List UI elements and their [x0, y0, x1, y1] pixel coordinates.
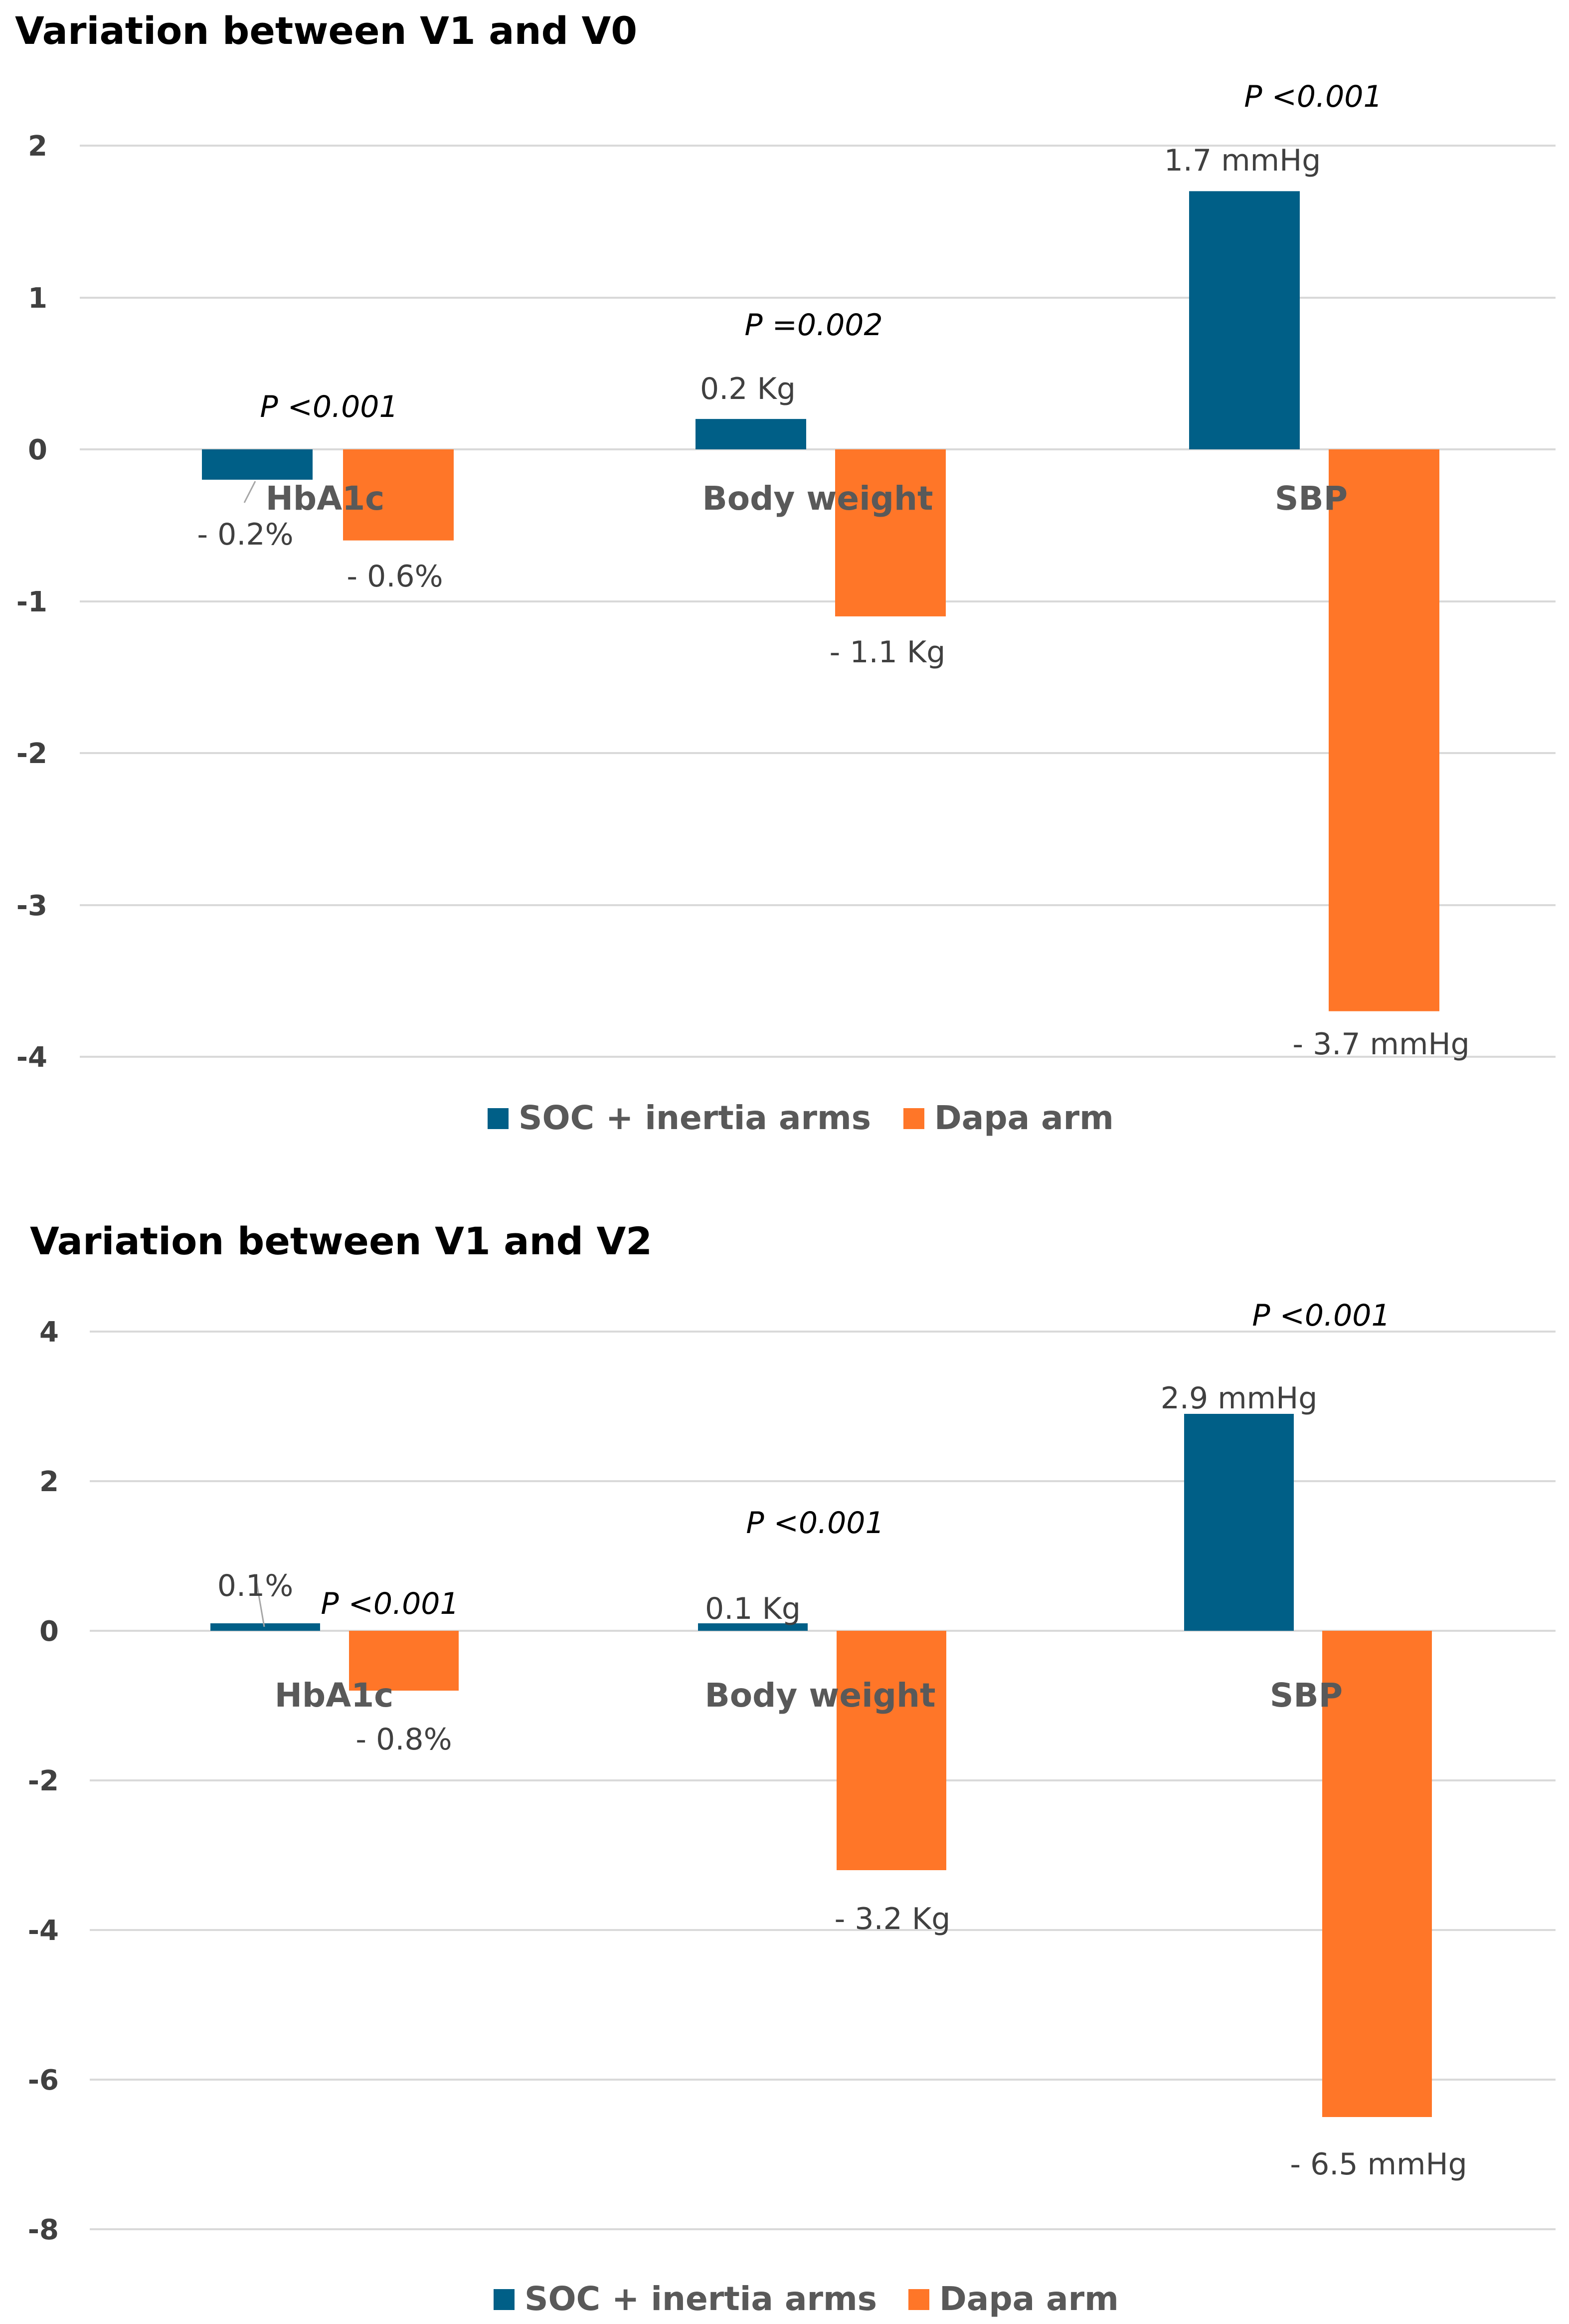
y-axis: 2 1 0 -1 -2 -3 -4 — [16, 130, 47, 1074]
p-value-annotations: P <0.001 P =0.002 P <0.001 — [260, 79, 1382, 424]
legend: SOC + inertia arms Dapa arm — [488, 1099, 1114, 1137]
legend-swatch-dapa — [903, 1108, 924, 1129]
bar-dapa-body-weight — [835, 449, 946, 616]
y-tick-label: 0 — [39, 1615, 59, 1648]
y-tick-label: 4 — [39, 1316, 59, 1349]
y-tick-label: 2 — [39, 1466, 59, 1498]
data-label: - 3.2 Kg — [835, 1902, 951, 1937]
data-label: - 1.1 Kg — [830, 635, 946, 670]
y-axis: 4 2 0 -2 -4 -6 -8 — [28, 1316, 59, 2246]
legend-label-dapa: Dapa arm — [934, 1099, 1114, 1137]
category-label: SBP — [1275, 479, 1348, 518]
data-labels: - 0.2% - 0.6% 0.2 Kg - 1.1 Kg 1.7 mmHg -… — [197, 143, 1469, 1062]
y-tick-label: -1 — [16, 586, 47, 618]
data-label: 0.2 Kg — [700, 372, 796, 406]
data-label: - 0.6% — [347, 559, 443, 594]
bar-soc-sbp — [1189, 191, 1300, 450]
data-label: 1.7 mmHg — [1164, 143, 1321, 178]
bar-soc-hba1c — [210, 1623, 320, 1631]
bar-soc-body-weight — [696, 419, 806, 449]
y-tick-label: -2 — [16, 738, 47, 770]
data-label: 2.9 mmHg — [1161, 1381, 1318, 1416]
data-label: - 3.7 mmHg — [1292, 1027, 1469, 1062]
gridlines — [90, 1331, 1556, 2230]
leader-line — [254, 1574, 265, 1627]
bar-dapa-sbp — [1329, 449, 1439, 1011]
p-value-annotations: P <0.001 P <0.001 P <0.001 — [321, 1298, 1390, 1621]
bars — [210, 1414, 1432, 2117]
y-tick-label: -8 — [28, 2214, 59, 2246]
y-tick-label: 1 — [28, 282, 47, 315]
y-tick-label: -4 — [16, 1041, 47, 1074]
category-label: SBP — [1270, 1676, 1343, 1715]
p-value-label: P <0.001 — [1252, 1298, 1390, 1333]
y-tick-label: -4 — [28, 1915, 59, 1947]
y-tick-label: -6 — [28, 2064, 59, 2097]
category-label: HbA1c — [275, 1676, 394, 1715]
p-value-label: P <0.001 — [321, 1586, 459, 1621]
category-label: HbA1c — [266, 479, 385, 518]
y-tick-label: -2 — [28, 1765, 59, 1797]
p-value-label: P <0.001 — [746, 1506, 884, 1541]
chart-title: Variation between V1 and V2 — [30, 1219, 652, 1263]
p-value-label: P <0.001 — [1244, 79, 1382, 114]
chart-v1-v2: Variation between V1 and V2 4 2 0 -2 -4 … — [28, 1219, 1556, 2318]
category-labels: HbA1c Body weight SBP — [275, 1676, 1343, 1715]
bar-dapa-sbp — [1322, 1631, 1432, 2117]
legend-swatch-soc — [488, 1108, 509, 1129]
legend-swatch-soc — [494, 2289, 515, 2310]
y-tick-label: 2 — [28, 130, 47, 163]
category-labels: HbA1c Body weight SBP — [266, 479, 1348, 518]
bar-dapa-hba1c — [343, 449, 454, 541]
chart-v1-v0: Variation between V1 and V0 2 1 0 -1 -2 … — [15, 8, 1556, 1137]
y-tick-label: -3 — [16, 890, 47, 922]
bar-dapa-body-weight — [837, 1631, 946, 1870]
y-tick-label: 0 — [28, 434, 47, 466]
bar-soc-sbp — [1184, 1414, 1294, 1631]
legend: SOC + inertia arms Dapa arm — [494, 2280, 1119, 2318]
bar-soc-hba1c — [202, 449, 313, 480]
bar-soc-body-weight — [698, 1623, 808, 1631]
data-label: 0.1 Kg — [705, 1591, 801, 1626]
category-label: Body weight — [702, 479, 933, 518]
data-label: 0.1% — [217, 1568, 293, 1603]
legend-label-soc: SOC + inertia arms — [519, 1099, 871, 1137]
data-label: - 0.8% — [355, 1722, 452, 1757]
legend-label-dapa: Dapa arm — [939, 2280, 1119, 2318]
legend-label-soc: SOC + inertia arms — [524, 2280, 877, 2318]
data-label: - 0.2% — [197, 517, 293, 552]
bar-dapa-hba1c — [349, 1631, 459, 1691]
data-labels: 0.1% - 0.8% 0.1 Kg - 3.2 Kg 2.9 mmHg - 6… — [217, 1381, 1467, 2182]
p-value-label: P <0.001 — [260, 389, 398, 424]
data-label: - 6.5 mmHg — [1290, 2147, 1467, 2182]
leader-line — [243, 481, 256, 503]
gridlines — [80, 145, 1556, 1058]
legend-swatch-dapa — [908, 2289, 929, 2310]
bars — [202, 191, 1439, 1011]
p-value-label: P =0.002 — [744, 308, 882, 343]
category-label: Body weight — [704, 1676, 935, 1715]
chart-title: Variation between V1 and V0 — [15, 8, 637, 53]
